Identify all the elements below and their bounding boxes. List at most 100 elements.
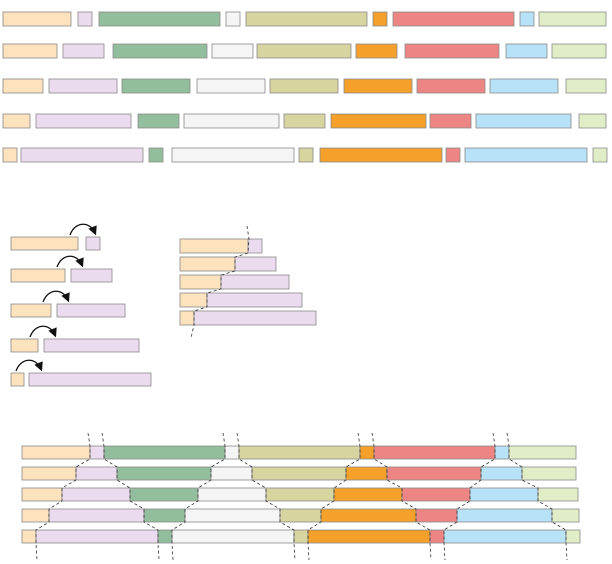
stacked-pair-3-peach-block [179,274,222,290]
aligned-row-group [21,445,581,544]
shift-step-3-peach-block [10,303,52,318]
boundary-cut-1 [35,432,91,561]
top-row-1-segment-blue [519,11,535,27]
aligned-row-3-segment-orange [333,487,403,502]
top-row-4-segment-khaki [283,113,326,129]
top-row-5-segment-peach [2,147,18,163]
aligned-row-4-segment-lavender [48,508,145,523]
aligned-row-3-segment-blue [469,487,539,502]
boundary-cut-7 [443,432,496,561]
aligned-row-5-segment-orange [307,529,431,544]
aligned-row-2-segment-white [210,466,253,481]
top-row-5-segment-blue [464,147,588,163]
shift-step-group [10,223,152,387]
top-row-1-segment-peach [2,11,72,27]
aligned-row-2-segment-orange [345,466,388,481]
stacked-pair-1-peach-block [179,238,249,254]
top-row-3-segment-red [416,78,486,94]
top-row-1-segment-green [98,11,221,27]
top-row-4-segment-blue [475,113,572,129]
aligned-row-5-segment-green [157,529,173,544]
shift-step-5-arrow [15,359,43,372]
stacked-pair-4-peach-block [179,292,208,308]
top-row-2-segment-blue [505,43,548,59]
aligned-row-1-segment-orange [359,445,375,460]
aligned-row-5-segment-blue [443,529,567,544]
aligned-row-2-segment-peach [21,466,77,481]
boundary-cut-group [35,432,568,561]
shift-step-5-peach-block [10,372,25,387]
aligned-row-2-segment-lavender [75,466,118,481]
stacked-pair-5-peach-block [179,310,195,326]
top-row-2-segment-lavender [62,43,105,59]
aligned-row-5-segment-lavender [35,529,159,544]
boundary-cut-5 [307,432,361,561]
shift-step-5-lavender-block [28,372,152,387]
aligned-row-5-segment-peach [21,529,37,544]
top-row-3-segment-orange [343,78,413,94]
aligned-row-5-segment-lime [565,529,581,544]
top-row-4-segment-red [429,113,472,129]
top-row-3-segment-green [121,78,191,94]
aligned-row-2-segment-red [386,466,482,481]
boundary-cut-2 [101,432,160,561]
aligned-row-3-segment-lime [537,487,579,502]
aligned-row-3-segment-red [401,487,471,502]
shift-step-4-arrow [29,325,57,338]
shift-step-1-peach-block [10,236,79,251]
aligned-row-1-segment-lavender [89,445,105,460]
aligned-row-2-segment-green [116,466,212,481]
aligned-row-3-segment-green [129,487,199,502]
boundary-cut-8 [506,432,568,561]
top-row-3-segment-peach [2,78,44,94]
shift-step-4-lavender-block [43,338,140,353]
stacked-pair-2-lavender-block [234,256,277,272]
aligned-row-4-segment-blue [456,508,553,523]
aligned-row-4-segment-red [415,508,458,523]
top-row-2-segment-white [211,43,254,59]
stacked-pair-seam-line [190,225,250,339]
top-row-3-segment-white [196,78,266,94]
top-row-1-segment-lime [538,11,607,27]
aligned-row-5-segment-white [171,529,295,544]
aligned-row-3-segment-lavender [61,487,131,502]
top-row-2-segment-green [112,43,208,59]
top-row-2-segment-khaki [256,43,352,59]
stacked-pair-4-lavender-block [206,292,303,308]
top-row-4-segment-green [137,113,180,129]
shift-step-3-lavender-block [56,303,126,318]
aligned-row-2-segment-khaki [251,466,347,481]
aligned-row-1-segment-khaki [238,445,361,460]
shift-step-2-peach-block [10,268,66,283]
shift-step-3-arrow [42,290,70,303]
stacked-pair-5-lavender-block [193,310,317,326]
top-row-5-segment-orange [319,147,443,163]
top-row-3-segment-lime [565,78,607,94]
boundary-cut-6 [371,432,432,561]
aligned-row-1-segment-white [224,445,240,460]
aligned-row-3-segment-white [197,487,267,502]
aligned-row-4-segment-green [143,508,186,523]
aligned-row-1-segment-blue [494,445,510,460]
aligned-row-4-segment-orange [320,508,417,523]
aligned-row-4-segment-khaki [279,508,322,523]
stacked-pair-2-peach-block [179,256,236,272]
top-row-5-segment-lime [592,147,608,163]
aligned-row-3-segment-peach [21,487,63,502]
aligned-row-1-segment-green [103,445,226,460]
stacked-pair-group [179,225,317,339]
top-row-1-segment-white [225,11,241,27]
top-row-3-segment-lavender [48,78,118,94]
top-row-5-segment-white [171,147,295,163]
aligned-row-1-segment-peach [21,445,91,460]
shift-step-1-arrow [69,223,97,236]
top-row-4-segment-lime [578,113,607,129]
aligned-row-5-segment-red [429,529,445,544]
top-row-5-segment-green [148,147,164,163]
top-row-group [2,11,608,163]
shift-step-2-arrow [56,255,84,268]
top-row-1-segment-red [392,11,515,27]
boundary-cut-3 [171,432,226,561]
aligned-row-2-segment-blue [480,466,523,481]
